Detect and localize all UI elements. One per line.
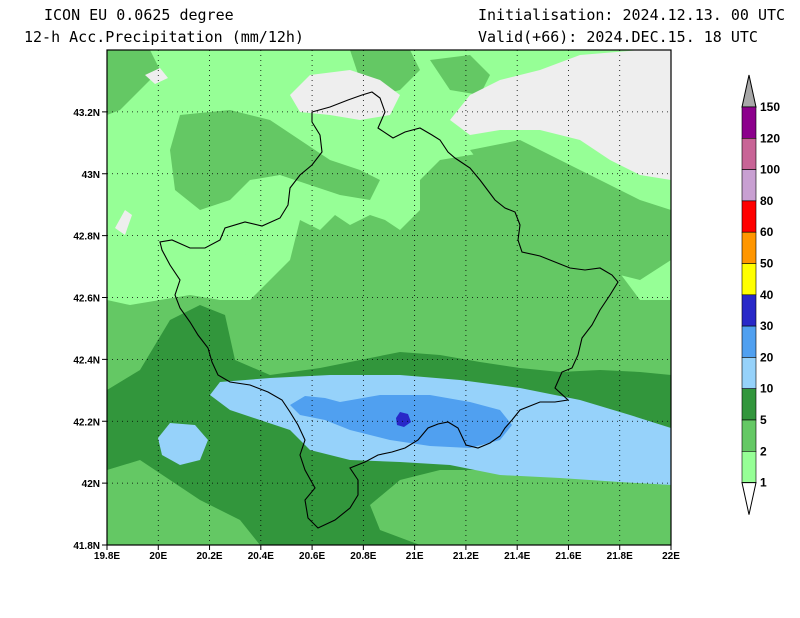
- colorbar-label: 10: [760, 382, 774, 396]
- colorbar-bottom-arrow: [741, 482, 757, 515]
- valid-time: Valid(+66): 2024.DEC.15. 18 UTC: [478, 28, 758, 46]
- lon-tick-label: 20.4E: [248, 551, 274, 562]
- colorbar-segment: [741, 325, 757, 358]
- precip-field: [107, 50, 671, 545]
- lon-tick-label: 20.8E: [350, 551, 376, 562]
- field-mid-green-sw: [107, 460, 260, 545]
- colorbar-top-arrow: [741, 74, 757, 108]
- colorbar-segment: [741, 138, 757, 170]
- colorbar-segment: [741, 263, 757, 296]
- colorbar-label: 5: [760, 413, 767, 427]
- field-patch-2: [107, 50, 160, 115]
- field-grey-4: [115, 210, 132, 235]
- lon-tick-label: 21.2E: [453, 551, 479, 562]
- latitude-labels: 43.2N 43N 42.8N 42.6N 42.4N 42.2N 42N 41.8N: [73, 108, 100, 552]
- axis-ticks: [102, 111, 672, 550]
- lat-tick-label: 43N: [82, 170, 100, 181]
- colorbar-segment: [741, 231, 757, 264]
- field-grey-1: [290, 70, 400, 120]
- lat-tick-label: 43.2N: [73, 108, 100, 119]
- colorbar-label: 2: [760, 444, 767, 458]
- model-title: ICON EU 0.0625 degree: [44, 6, 234, 24]
- lon-tick-label: 20E: [149, 551, 167, 562]
- field-grey-3: [145, 68, 168, 84]
- field-mid-green-south: [370, 470, 671, 545]
- colorbar-segment: [741, 106, 757, 139]
- colorbar-segment: [741, 450, 757, 483]
- colorbar-label: 80: [760, 194, 774, 208]
- colorbar-label: 30: [760, 319, 774, 333]
- lat-tick-label: 42.4N: [73, 355, 100, 366]
- lon-tick-label: 21.6E: [555, 551, 581, 562]
- lon-tick-label: 20.2E: [196, 551, 222, 562]
- lat-tick-label: 42.2N: [73, 417, 100, 428]
- colorbar-label: 40: [760, 288, 774, 302]
- init-time: Initialisation: 2024.12.13. 00 UTC: [478, 6, 786, 24]
- colorbar-label: 60: [760, 225, 774, 239]
- lon-tick-label: 19.8E: [94, 551, 120, 562]
- lat-tick-label: 42.8N: [73, 232, 100, 243]
- lon-tick-label: 21.4E: [504, 551, 530, 562]
- colorbar-label: 100: [760, 163, 780, 177]
- field-light-blue-west: [158, 423, 208, 465]
- colorbar-segment: [741, 169, 757, 202]
- colorbar-segment: [741, 357, 757, 389]
- colorbar-segment: [741, 388, 757, 421]
- grid-lines: [107, 50, 671, 545]
- colorbar-label: 120: [760, 131, 780, 145]
- country-border: [159, 91, 619, 529]
- colorbar-segment: [741, 294, 757, 327]
- lon-tick-label: 20.6E: [299, 551, 325, 562]
- lon-tick-label: 21.8E: [607, 551, 633, 562]
- lon-tick-label: 22E: [662, 551, 680, 562]
- colorbar-label: 1: [760, 476, 767, 490]
- colorbar-segment: [741, 419, 757, 452]
- field-dark-blue: [396, 412, 411, 427]
- colorbar-label: 50: [760, 257, 774, 271]
- field-grey-2: [450, 50, 671, 180]
- lat-tick-label: 41.8N: [73, 541, 100, 552]
- colorbar-label: 20: [760, 350, 774, 364]
- colorbar-segment: [741, 200, 757, 233]
- field-title: 12-h Acc.Precipitation (mm/12h): [24, 28, 304, 46]
- field-light-patch: [245, 245, 272, 270]
- lon-tick-label: 21E: [406, 551, 424, 562]
- field-patch-5: [430, 55, 490, 95]
- colorbar: 150 120 100 80 60 50 40 30 20 10 5 2 1: [741, 74, 780, 515]
- field-patch-4: [470, 140, 671, 280]
- field-patch-1: [170, 110, 380, 210]
- lat-tick-label: 42.6N: [73, 294, 100, 305]
- longitude-labels: 19.8E 20E 20.2E 20.4E 20.6E 20.8E 21E 21.2E 21.4…: [94, 551, 680, 562]
- colorbar-label: 150: [760, 100, 780, 114]
- lat-tick-label: 42N: [82, 479, 100, 490]
